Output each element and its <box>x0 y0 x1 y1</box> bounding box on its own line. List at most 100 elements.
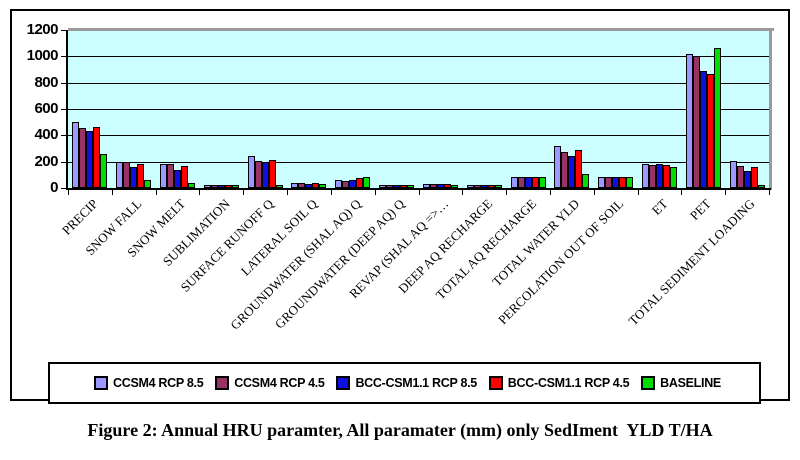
bar <box>626 177 634 188</box>
bar-group-12 <box>550 30 594 188</box>
y-tick-label: 400 <box>34 126 58 143</box>
bar-group-7 <box>331 30 375 188</box>
bar <box>210 185 218 188</box>
bar <box>407 185 415 188</box>
bar <box>167 164 175 188</box>
legend-item: CCSM4 RCP 4.5 <box>215 376 325 390</box>
y-gridline <box>68 162 769 163</box>
y-tick-mark <box>61 56 66 57</box>
bar <box>393 185 401 188</box>
bar <box>137 164 145 188</box>
bar <box>203 185 211 188</box>
bar <box>247 156 255 188</box>
bar <box>538 177 546 188</box>
bar <box>531 177 539 188</box>
bar <box>757 185 765 188</box>
bar <box>598 177 606 188</box>
legend-swatch-icon <box>215 376 230 390</box>
bar <box>473 185 481 188</box>
y-tick-mark <box>61 162 66 163</box>
legend-label: BCC-CSM1.1 RCP 4.5 <box>507 376 630 390</box>
bar <box>217 185 225 188</box>
bar <box>510 177 518 188</box>
legend-item: BCC-CSM1.1 RCP 4.5 <box>488 376 630 390</box>
x-tick-mark <box>156 190 157 195</box>
chart-legend: CCSM4 RCP 8.5 CCSM4 RCP 4.5 BCC-CSM1.1 RCP… <box>48 362 761 404</box>
bar <box>312 183 320 188</box>
x-tick-mark <box>243 190 244 195</box>
plot-border-right <box>769 28 772 190</box>
plot-border-top <box>68 28 774 31</box>
bar <box>487 185 495 188</box>
bar <box>605 177 613 188</box>
y-tick-mark <box>61 109 66 110</box>
x-tick-mark <box>112 190 113 195</box>
x-tick-mark <box>769 190 770 195</box>
bar <box>160 164 168 188</box>
bar <box>305 184 313 188</box>
y-tick-label: 800 <box>34 74 58 91</box>
x-tick-mark <box>550 190 551 195</box>
bar <box>298 183 306 188</box>
bar-group-13 <box>594 30 638 188</box>
bar-group-9 <box>419 30 463 188</box>
bar <box>450 185 458 188</box>
legend-item: CCSM4 RCP 8.5 <box>94 376 204 390</box>
bar <box>275 185 283 188</box>
y-tick-label: 0 <box>50 179 58 196</box>
bar <box>429 184 437 188</box>
category-label: ET <box>648 196 671 218</box>
y-tick-label: 200 <box>34 153 58 170</box>
bar <box>750 167 758 188</box>
bar <box>480 185 488 188</box>
bar-group-11 <box>506 30 550 188</box>
bar <box>669 167 677 188</box>
y-gridline <box>68 135 769 136</box>
bar <box>130 167 138 188</box>
bar <box>517 177 525 188</box>
y-gridline <box>68 83 769 84</box>
bar <box>582 174 590 188</box>
bar <box>736 166 744 188</box>
bar-group-6 <box>287 30 331 188</box>
legend-label: BCC-CSM1.1 RCP 8.5 <box>355 376 477 390</box>
y-tick-label: 1000 <box>26 47 59 64</box>
bar <box>575 150 583 188</box>
bar-group-8 <box>375 30 419 188</box>
bar <box>363 177 371 188</box>
bar <box>335 180 343 188</box>
x-tick-mark <box>68 190 69 195</box>
legend-swatch-icon <box>336 376 351 390</box>
bar <box>436 184 444 188</box>
y-tick-mark <box>61 188 66 189</box>
bar <box>524 177 532 188</box>
bar <box>268 160 276 188</box>
bar <box>554 146 562 188</box>
y-gridline <box>68 56 769 57</box>
x-tick-mark <box>375 190 376 195</box>
bar <box>356 178 364 188</box>
bar <box>466 185 474 188</box>
bar <box>400 185 408 188</box>
bar <box>443 184 451 188</box>
bar <box>713 48 721 188</box>
legend-label: CCSM4 RCP 4.5 <box>234 376 325 390</box>
bar <box>224 185 232 188</box>
y-tick-mark <box>61 30 66 31</box>
bar <box>100 154 108 188</box>
x-tick-mark <box>199 190 200 195</box>
y-tick-mark <box>61 83 66 84</box>
bar <box>379 185 387 188</box>
bar <box>648 165 656 188</box>
legend-label: BASELINE <box>660 376 721 390</box>
bar <box>685 54 693 188</box>
legend-label: CCSM4 RCP 8.5 <box>113 376 204 390</box>
x-tick-mark <box>462 190 463 195</box>
bar <box>386 185 394 188</box>
x-axis-line <box>66 188 771 190</box>
bar-group-4 <box>199 30 243 188</box>
bar <box>743 171 751 188</box>
figure-caption: Figure 2: Annual HRU paramter, All param… <box>87 420 713 440</box>
bar <box>93 127 101 188</box>
